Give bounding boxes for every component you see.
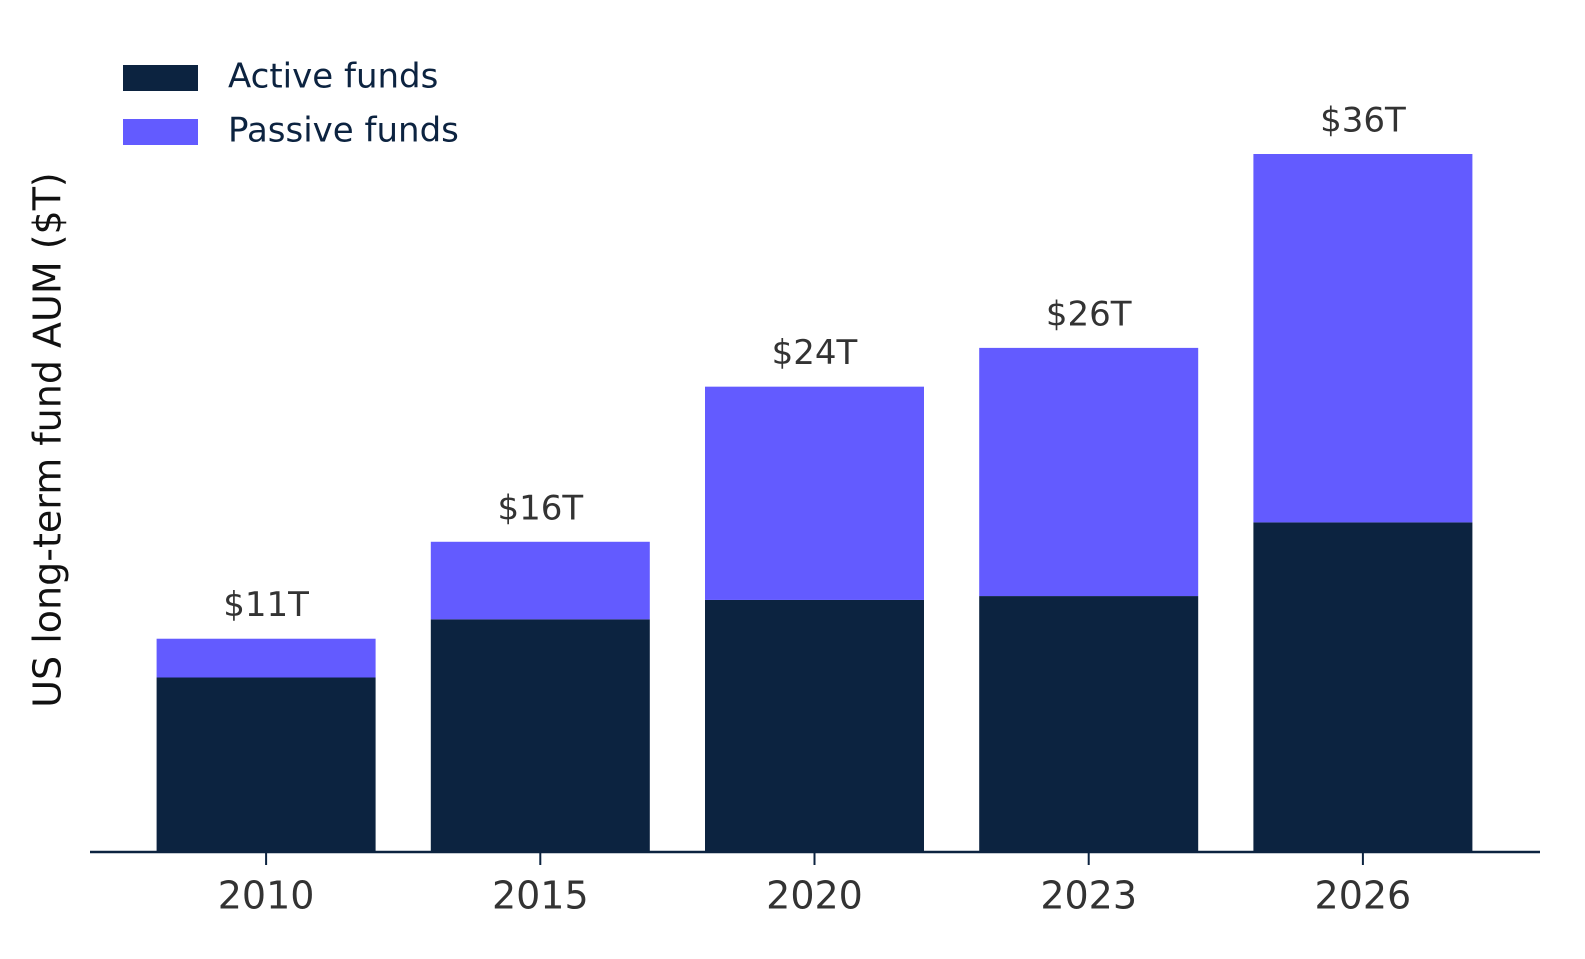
bar-segment — [156, 638, 376, 678]
x-tick-label: 2015 — [492, 874, 589, 918]
legend-label: Active funds — [228, 57, 438, 97]
x-tick-label: 2026 — [1315, 874, 1412, 918]
total-label: $11T — [223, 585, 309, 625]
total-label: $16T — [497, 488, 583, 528]
bar-segment — [156, 677, 376, 852]
y-axis-title: US long-term fund AUM ($T) — [26, 172, 70, 708]
bar-segment — [1253, 522, 1473, 852]
x-tick-label: 2020 — [766, 874, 863, 918]
x-tick-label: 2023 — [1040, 874, 1137, 918]
bar-segment — [430, 541, 650, 620]
bar-segment — [430, 619, 650, 852]
bar-segment — [705, 386, 924, 600]
legend-label: Passive funds — [228, 111, 459, 151]
bar-segment — [979, 596, 1199, 852]
bar-segment — [1253, 154, 1473, 523]
bar-segment — [979, 347, 1199, 597]
bar-segment — [705, 599, 924, 852]
total-label: $26T — [1046, 294, 1132, 334]
total-label: $24T — [772, 333, 858, 373]
legend-swatch — [123, 65, 198, 91]
x-tick-label: 2010 — [218, 874, 315, 918]
legend-swatch — [123, 119, 198, 145]
total-label: $36T — [1320, 101, 1406, 141]
